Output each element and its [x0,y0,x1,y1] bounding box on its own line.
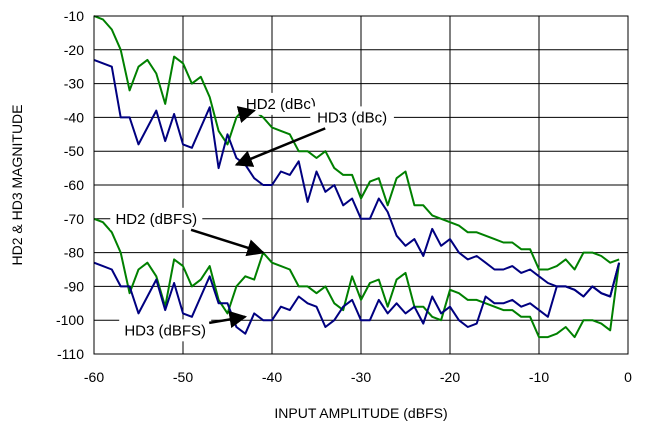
y-axis-title: HD2 & HD3 MAGNITUDE [9,104,25,265]
x-tick-label: -20 [440,369,460,385]
y-tick-label: -10 [64,8,84,24]
annotation-arrow [208,310,248,329]
plot-area-border [93,15,629,355]
series-line-hd3-dbc [93,58,621,298]
y-tick-labels: -10 -20 -30 -40 -50 -60 -70 -80 -90 -100 -110 [56,8,84,362]
annotation-arrow [236,106,256,123]
annotation-arrow [190,228,265,257]
x-axis-title: INPUT AMPLITUDE (dBFS) [274,405,447,421]
x-tick-label: -30 [351,369,371,385]
x-tick-label: -40 [262,369,282,385]
y-tick-label: -20 [64,42,84,58]
y-tick-label: -100 [56,312,84,328]
grid [93,15,629,355]
annotation-label-background [310,106,394,129]
annotation-label: HD2 (dBFS) [115,211,197,228]
series-layer [93,15,621,339]
x-tick-label: -50 [173,369,193,385]
x-tick-label: -10 [529,369,549,385]
y-tick-label: -60 [64,177,84,193]
annotation-arrow [234,127,326,167]
series-line-hd2-dbfs [93,217,621,339]
x-tick-label: 0 [624,369,632,385]
series-line-hd3-dbfs [93,261,621,335]
y-tick-label: -70 [64,211,84,227]
x-tick-label: -60 [84,369,104,385]
y-tick-label: -80 [64,245,84,261]
annotation-label: HD2 (dBc) [246,96,316,113]
x-tick-labels: -60 -50 -40 -30 -20 -10 0 [84,369,632,385]
y-tick-label: -110 [57,346,84,362]
y-tick-label: -30 [64,76,84,92]
annotation-label-background [110,207,203,230]
series-line-hd2-dbc [93,15,620,271]
annotation-label-background [239,92,323,115]
annotations: HD2 (dBc)HD3 (dBc) HD2 (dBFS) HD3 (dBFS) [110,92,394,342]
y-tick-label: -40 [64,109,84,125]
annotation-label-background [119,319,212,342]
annotation-label: HD3 (dBc) [317,109,387,126]
y-tick-label: -50 [64,143,84,159]
annotation-label: HD3 (dBFS) [124,322,206,339]
y-tick-label: -90 [64,278,84,294]
